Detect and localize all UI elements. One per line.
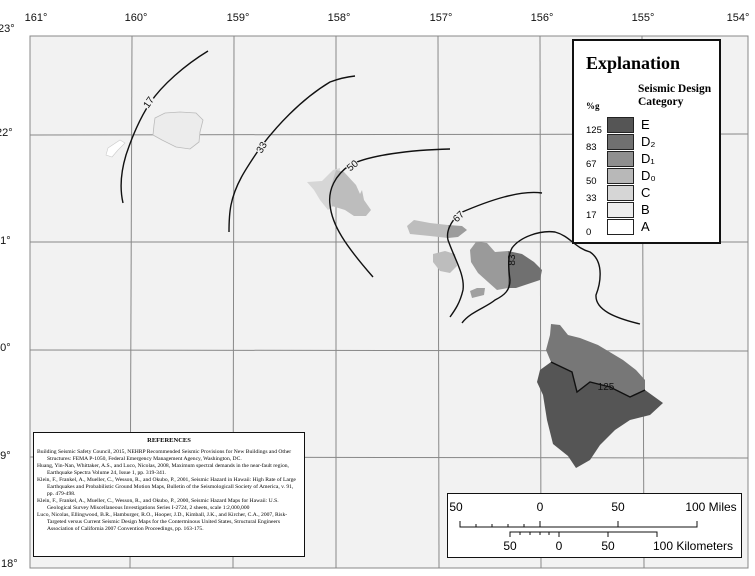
- scale-km-label: 100 Kilometers: [652, 539, 734, 553]
- legend-class-label: D₂: [641, 134, 656, 149]
- reference-item: Klein, F., Frankel, A., Mueller, C., Wes…: [37, 477, 296, 497]
- scale-km-label: 50: [601, 539, 615, 553]
- scale-miles-label: 50: [611, 500, 625, 514]
- lon-label-161: 161°: [24, 12, 48, 24]
- island-kahoolawe: [470, 288, 485, 298]
- reference-item: Building Seismic Safety Council, 2015, N…: [37, 449, 292, 462]
- scale-miles-label: 0: [536, 500, 544, 514]
- lon-label-154: 154°: [726, 12, 750, 24]
- contour-125: [550, 361, 646, 398]
- legend-value-label: 33: [586, 193, 597, 204]
- reference-item: Luco, Nicolas, Ellingwood, B.R., Hamburg…: [37, 512, 288, 532]
- legend-value-label: 50: [586, 176, 597, 187]
- legend-title: Explanation: [586, 53, 681, 73]
- legend-class-label: E: [641, 117, 650, 132]
- lat-label-18: 18°: [1, 558, 18, 570]
- contour-50: [328, 148, 451, 278]
- meridian-156: [539, 35, 542, 569]
- lat-label-19: 19°: [0, 450, 11, 462]
- scale-bar-graphic: [459, 521, 698, 537]
- lon-label-159: 159°: [226, 12, 250, 24]
- lat-label-23: 23°: [0, 23, 15, 35]
- references-heading: REFERENCES: [147, 437, 191, 444]
- island-molokai-east: [448, 225, 467, 238]
- lat-label-20: 20°: [0, 342, 11, 354]
- scale-bar: 50 0 50 100 Miles 50 0 50 100 Kilometers: [447, 493, 742, 558]
- legend-class-label: D₀: [641, 168, 656, 183]
- lon-label-155: 155°: [631, 12, 655, 24]
- legend: Explanation Seismic Design Category %g E…: [572, 39, 721, 244]
- lat-label-21: 21°: [0, 235, 11, 247]
- scale-miles-label: 50: [449, 500, 463, 514]
- legend-swatch: [607, 219, 634, 235]
- legend-swatch: [607, 117, 634, 133]
- legend-swatch: [607, 168, 634, 184]
- legend-swatch: [607, 151, 634, 167]
- parallel-20: [29, 349, 749, 352]
- legend-value-label: 83: [586, 142, 597, 153]
- lon-label-156: 156°: [530, 12, 554, 24]
- island-kauai: [152, 111, 204, 150]
- meridian-157: [437, 35, 440, 569]
- island-molokai-west: [407, 220, 448, 238]
- contour-label-83: 83: [507, 254, 518, 266]
- contour-67: [446, 191, 543, 318]
- island-maui-west: [470, 242, 508, 290]
- contours: [120, 50, 646, 398]
- legend-value-label: 17: [586, 210, 597, 221]
- legend-value-label: 125: [586, 125, 602, 136]
- legend-swatch: [607, 134, 634, 150]
- legend-class-label: B: [641, 202, 650, 217]
- reference-item: Huang, Yin-Nan, Whittaker, A.S., and Luc…: [37, 463, 289, 476]
- legend-class-label: D₁: [641, 151, 655, 166]
- contour-17: [120, 50, 209, 204]
- legend-value-label: 0: [586, 227, 592, 238]
- legend-value-label: 67: [586, 159, 597, 170]
- legend-swatch: [607, 202, 634, 218]
- island-lanai: [433, 251, 457, 273]
- lon-label-157: 157°: [429, 12, 453, 24]
- scale-km-label: 50: [503, 539, 517, 553]
- scale-km-label: 0: [555, 539, 563, 553]
- island-niihau: [105, 139, 126, 158]
- contour-83: [461, 230, 641, 325]
- legend-class-label: C: [641, 185, 651, 200]
- lon-label-158: 158°: [327, 12, 351, 24]
- references-box: REFERENCES Building Seismic Safety Counc…: [33, 432, 305, 557]
- island-hawaii-north: [546, 324, 645, 397]
- lat-label-22: 22°: [0, 127, 13, 139]
- lon-label-160: 160°: [124, 12, 148, 24]
- legend-swatch: [607, 185, 634, 201]
- legend-unit: %g: [586, 101, 600, 111]
- legend-category-heading: Seismic Design Category: [638, 83, 712, 108]
- contour-label-125: 125: [598, 382, 615, 393]
- legend-class-label: A: [641, 219, 650, 234]
- scale-miles-label: 100 Miles: [685, 500, 737, 514]
- reference-item: Klein, F., Frankel, A., Mueller, C., Wes…: [37, 498, 279, 511]
- island-hawaii-south: [537, 362, 663, 468]
- island-maui-east: [508, 251, 542, 288]
- island-oahu-east: [330, 170, 371, 216]
